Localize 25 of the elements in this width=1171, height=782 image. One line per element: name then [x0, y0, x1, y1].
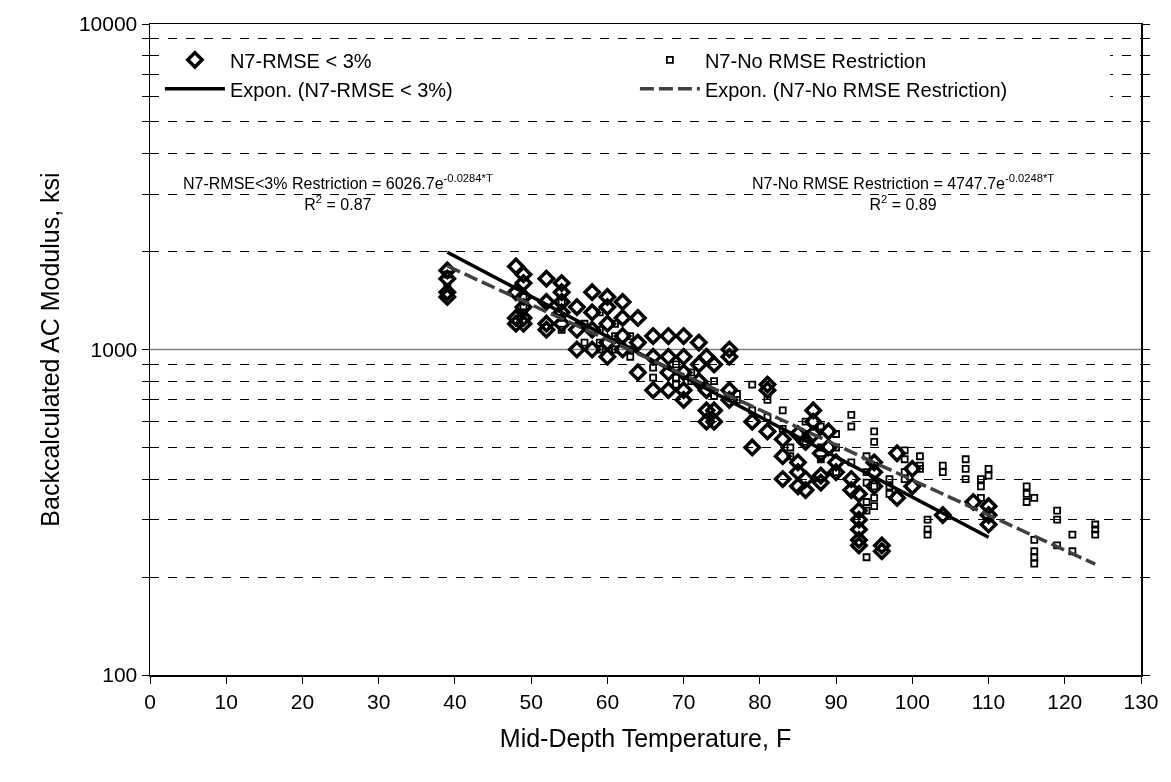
- y-tick-label: 1000: [90, 337, 138, 361]
- x-tick-label: 50: [519, 689, 543, 713]
- legend-label: N7-RMSE < 3%: [229, 49, 372, 72]
- x-tick-label: 110: [971, 689, 1006, 713]
- x-tick-label: 20: [290, 689, 315, 713]
- x-tick-label: 100: [894, 689, 930, 713]
- y-axis-title: Backcalculated AC Modulus, ksi: [35, 172, 64, 527]
- legend-label: Expon. (N7-No RMSE Restriction): [704, 78, 1008, 101]
- x-tick-label: 30: [367, 689, 391, 713]
- y-tick-label: 10000: [78, 12, 138, 36]
- x-tick-label: 120: [1047, 689, 1083, 713]
- x-tick-label: 60: [595, 689, 620, 713]
- legend-label: N7-No RMSE Restriction: [704, 49, 927, 72]
- x-tick-label: 80: [748, 689, 772, 713]
- x-axis-title: Mid-Depth Temperature, F: [499, 724, 792, 753]
- x-tick-label: 70: [671, 689, 696, 713]
- text: N7-No RMSE Restriction = 4747.7e$^{-0.0248*T}$ R$^{2}$ = 0.89: [752, 172, 1055, 213]
- y-tick-label: 100: [102, 663, 138, 687]
- x-tick-label: 130: [1123, 689, 1159, 713]
- legend-label: Expon. (N7-RMSE < 3%): [229, 78, 453, 101]
- x-tick-label: 0: [144, 689, 156, 713]
- x-tick-label: 10: [214, 689, 238, 713]
- text: N7-RMSE<3% Restriction = 6026.7e$^{-0.0284*T}$ R$^{2}$ = 0.87: [183, 172, 493, 213]
- x-tick-label: 40: [443, 689, 467, 713]
- x-tick-label: 90: [824, 689, 848, 713]
